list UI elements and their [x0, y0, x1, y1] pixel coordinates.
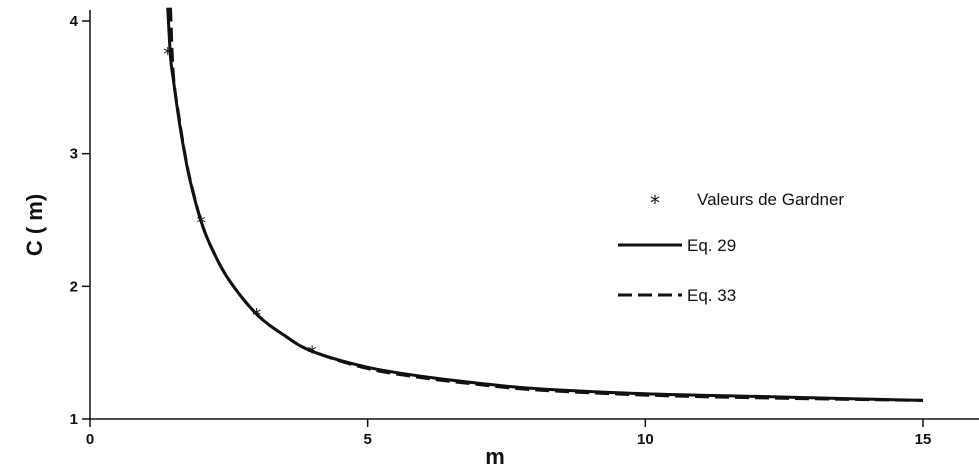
- x-tick-label: 10: [637, 431, 654, 448]
- x-axis-title: m: [485, 444, 505, 469]
- legend: * Valeurs de Gardner Eq. 29 Eq. 33: [618, 190, 844, 305]
- x-tick-label: 15: [915, 431, 932, 448]
- axes: [89, 10, 979, 420]
- data-point-gardner: *: [197, 212, 206, 233]
- x-tick-label: 0: [86, 431, 94, 448]
- legend-label-eq29: Eq. 29: [687, 236, 736, 255]
- curves: [166, 7, 924, 402]
- y-tick-label: 3: [70, 146, 78, 163]
- ticks: 0 5 10 15 1 2 3 4: [70, 13, 932, 448]
- legend-marker-gardner: *: [650, 191, 660, 215]
- y-tick-label: 2: [70, 278, 78, 295]
- markers: * * * *: [163, 44, 317, 363]
- data-point-gardner: *: [163, 44, 172, 65]
- legend-label-gardner: Valeurs de Gardner: [697, 190, 844, 209]
- data-point-gardner: *: [252, 305, 261, 326]
- legend-label-eq33: Eq. 33: [687, 286, 736, 305]
- y-axis-title: C ( m): [22, 194, 47, 256]
- y-tick-label: 4: [70, 13, 79, 30]
- data-point-gardner: *: [308, 342, 317, 363]
- series-line-eq33: [169, 7, 924, 402]
- x-tick-label: 5: [363, 431, 371, 448]
- y-tick-label: 1: [70, 411, 78, 428]
